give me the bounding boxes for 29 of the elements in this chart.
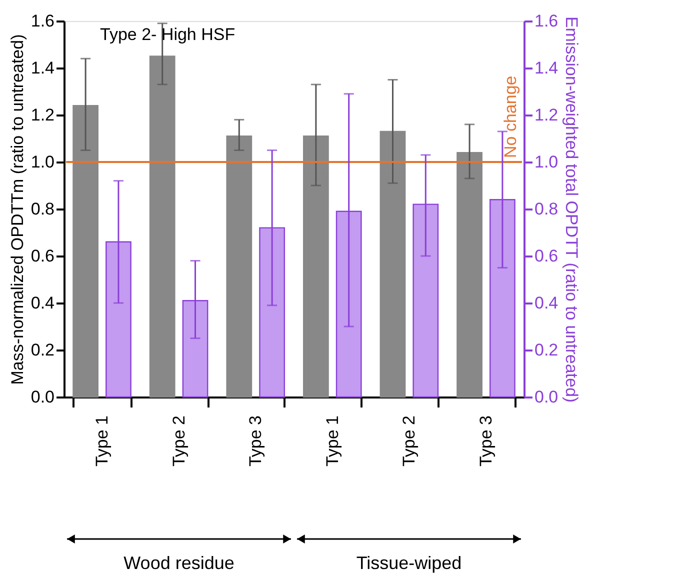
y-tick-label: 1.0: [30, 152, 54, 172]
y-tick-label: 0.0: [30, 388, 54, 406]
y2-tick-label: 0.6: [534, 246, 558, 266]
y-tick-label: 0.8: [30, 200, 54, 218]
y-tick-label: 0.2: [30, 340, 54, 360]
ref-line-label: No change: [501, 76, 520, 158]
y2-tick-label: 0.4: [534, 294, 558, 312]
x-tick-label: Type 1: [92, 416, 112, 467]
y2-axis-title: Emission-weighted total OPDTT (ratio to untreated): [562, 16, 582, 403]
y-tick-label: 1.6: [30, 12, 54, 30]
x-tick-label: Type 1: [322, 416, 342, 467]
y-tick-label: 0.6: [30, 246, 54, 266]
y2-tick-label: 1.6: [534, 12, 558, 30]
x-tick-label: Type 3: [476, 416, 496, 467]
y2-tick-label: 1.4: [534, 58, 558, 78]
y-tick-label: 0.4: [30, 294, 54, 312]
y2-tick-label: 0.8: [534, 200, 558, 218]
y2-tick-label: 1.0: [534, 152, 558, 172]
text: Wood residue: [124, 553, 234, 573]
text: Tissue-wiped: [356, 553, 462, 573]
y2-tick-label: 1.2: [534, 106, 558, 124]
x-tick-label: Type 2: [400, 416, 419, 467]
y2-tick-label: 0.2: [534, 340, 558, 360]
y-axis-title: Mass-normalized OPDTTm (ratio to untreated): [8, 34, 27, 385]
y2-tick-label: 0.0: [534, 388, 558, 406]
y-tick-label: 1.4: [30, 58, 54, 78]
x-tick-label: Type 3: [246, 416, 266, 467]
x-tick-label: Type 2: [169, 416, 188, 467]
y-tick-label: 1.2: [30, 106, 54, 124]
